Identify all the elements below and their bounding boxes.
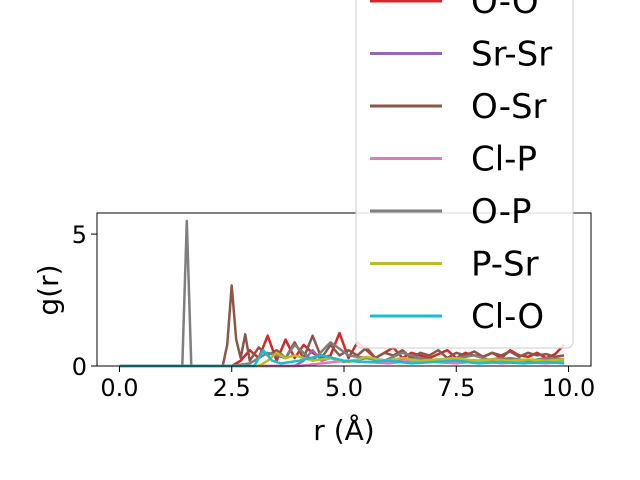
legend-label-sr-sr: Sr-Sr [471,35,552,75]
series-line-cl-o [119,348,565,368]
y-axis-ticks: 05 [72,221,97,381]
legend-label-o-sr: O-Sr [471,87,547,127]
x-tick-label: 7.5 [437,374,475,402]
y-tick-label: 0 [72,353,87,381]
legend-label-o-p: O-P [471,192,531,232]
legend: O-O Sr-Sr O-Sr Cl-P O-P P-Sr Cl-O [355,0,574,349]
x-tick-label: 5.0 [325,374,363,402]
x-tick-label: 2.5 [213,374,251,402]
x-axis-label: r (Å) [313,413,374,447]
y-tick-label: 5 [72,221,87,249]
legend-label-p-sr: P-Sr [471,245,539,285]
x-axis-ticks: 0.0 2.5 5.0 7.5 10.0 [100,366,595,402]
x-tick-label: 10.0 [542,374,595,402]
legend-label-o-o: O-O [471,0,539,22]
y-axis-label: g(r) [32,264,65,315]
legend-label-cl-o: Cl-O [471,297,544,337]
legend-box [355,0,574,349]
legend-label-cl-p: Cl-P [471,140,537,180]
x-tick-label: 0.0 [100,374,138,402]
